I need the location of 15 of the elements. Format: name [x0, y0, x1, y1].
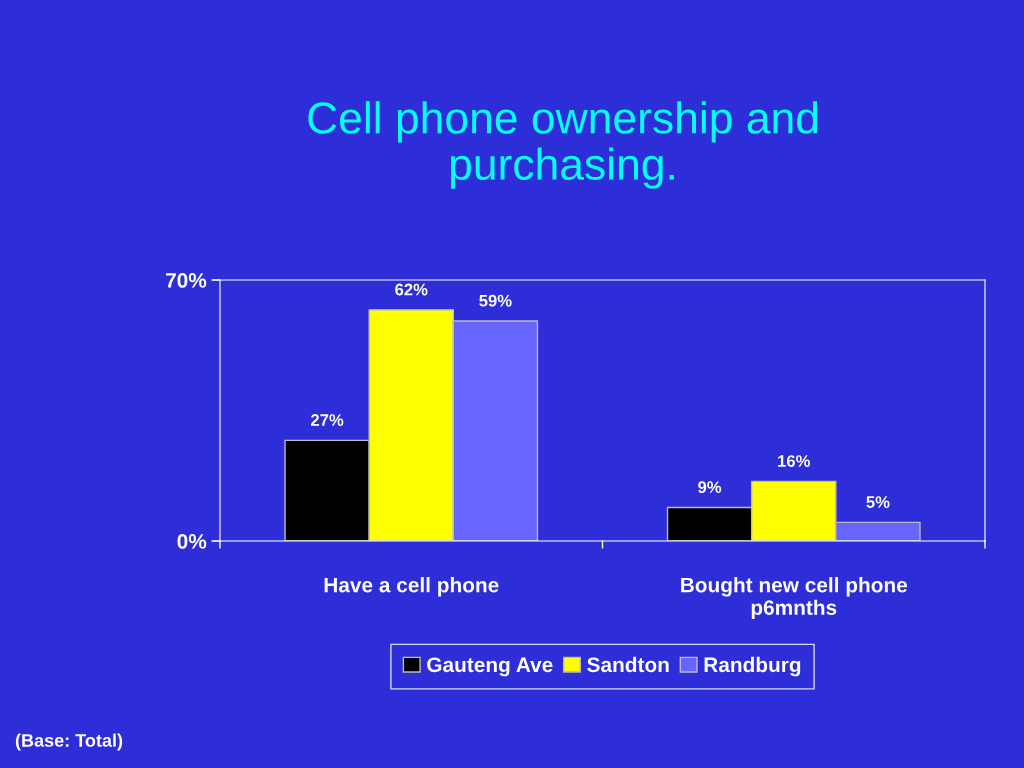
- y-tick-label: 70%: [166, 273, 207, 288]
- text: 59%: [479, 294, 512, 307]
- x-tick-label: Have a cell phone: [324, 577, 499, 597]
- legend-label: Randburg: [704, 656, 801, 677]
- text: 5%: [866, 496, 890, 508]
- legend-label: Sandton: [587, 656, 669, 673]
- text: 27%: [311, 414, 344, 426]
- chart-title: Cell phone ownership and purchasing.: [308, 101, 818, 189]
- y-tick-label: 0%: [177, 534, 207, 549]
- text: 9%: [698, 481, 722, 494]
- text: 16%: [778, 455, 810, 467]
- text: (Base: Total): [15, 733, 123, 751]
- x-tick-label: Bought new cell phone p6mnths: [681, 577, 908, 620]
- text: 62%: [395, 283, 428, 296]
- legend-label: Gauteng Ave: [427, 657, 553, 677]
